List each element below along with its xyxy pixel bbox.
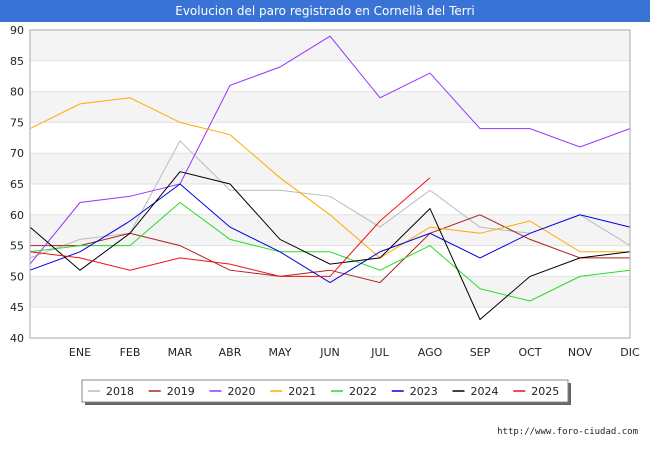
band: [30, 276, 630, 308]
y-tick-label: 45: [10, 301, 24, 314]
x-tick-label: NOV: [568, 346, 593, 359]
series-line-2022: [29, 201, 631, 302]
legend-label-2019: 2019: [167, 385, 195, 398]
band: [30, 214, 630, 246]
y-tick-label: 75: [10, 116, 24, 129]
legend-label-2024: 2024: [471, 385, 499, 398]
y-tick-label: 80: [10, 86, 24, 99]
band: [30, 30, 630, 61]
band: [30, 153, 630, 184]
x-tick-label: AGO: [418, 346, 443, 359]
x-tick-label: MAR: [168, 346, 193, 359]
legend-label-2020: 2020: [228, 385, 256, 398]
chart-title: Evolucion del paro registrado en Cornell…: [0, 0, 650, 22]
series-line-2024: [29, 171, 631, 321]
x-tick-label: SEP: [470, 346, 491, 359]
background-bands: [30, 30, 630, 308]
x-tick-label: JUL: [370, 346, 389, 359]
y-tick-label: 55: [10, 240, 24, 253]
y-tick-label: 90: [10, 24, 24, 37]
series-line-2023: [29, 183, 631, 284]
x-tick-label: MAY: [269, 346, 292, 359]
x-tick-label: ABR: [219, 346, 242, 359]
x-tick-label: JUN: [319, 346, 340, 359]
series-line-2020: [29, 35, 631, 265]
y-axis-ticks: 40 45 50 55 60 65 70 75 80 85 90: [10, 24, 24, 345]
x-tick-label: ENE: [69, 346, 91, 359]
legend-box: [81, 379, 569, 403]
legend-label-2021: 2021: [288, 385, 316, 398]
legend-label-2025: 2025: [531, 385, 559, 398]
x-tick-label: OCT: [518, 346, 541, 359]
legend-label-2023: 2023: [410, 385, 438, 398]
series-line-2021: [29, 97, 630, 259]
legend-label-2022: 2022: [349, 385, 377, 398]
x-tick-label: FEB: [120, 346, 141, 359]
series-lines: [29, 35, 631, 321]
y-tick-label: 50: [10, 270, 24, 283]
band: [30, 91, 630, 123]
y-tick-label: 40: [10, 332, 24, 345]
y-tick-label: 85: [10, 55, 24, 68]
x-axis-ticks: ENE FEB MAR ABR MAY JUN JUL AGO SEP OCT NOV DIC: [69, 346, 640, 359]
footer-url[interactable]: http://www.foro-ciudad.com: [497, 427, 638, 437]
series-line-2025: [29, 177, 431, 277]
y-tick-label: 60: [10, 209, 24, 222]
y-tick-label: 70: [10, 147, 24, 160]
y-tick-label: 65: [10, 178, 24, 191]
plot-border: [29, 29, 631, 339]
x-tick-label: DIC: [620, 346, 640, 359]
legend: 2018 2019 2020 2021 2022 2023 2024 2025: [81, 379, 571, 405]
legend-label-2018: 2018: [106, 385, 134, 398]
